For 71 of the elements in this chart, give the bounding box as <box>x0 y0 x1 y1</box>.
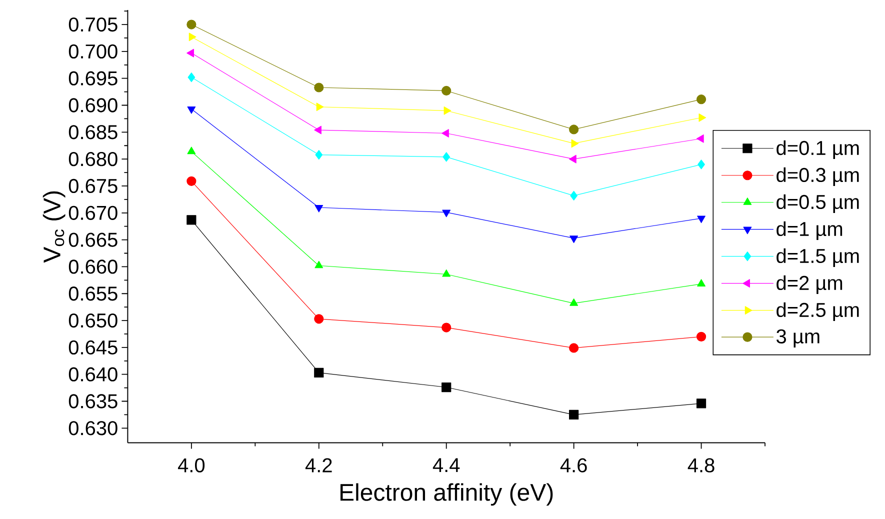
point <box>314 260 324 268</box>
legend-label: 3 µm <box>776 329 820 348</box>
y-tick-label: 0.655 <box>68 286 118 301</box>
point <box>698 160 705 170</box>
y-tick-label: 0.635 <box>68 394 118 408</box>
point <box>696 134 704 143</box>
legend-label: d=1 µm <box>776 221 842 240</box>
x-tick-label: 4.2 <box>305 458 332 472</box>
point <box>442 86 452 96</box>
point <box>570 236 578 243</box>
point <box>442 152 450 162</box>
point <box>444 106 452 115</box>
x-tick-label: 4.6 <box>560 458 587 472</box>
y-axis-title: V$_{oc}$ (V) <box>42 191 66 263</box>
point <box>571 139 579 148</box>
point <box>187 106 196 114</box>
point <box>697 279 706 286</box>
legend-label: d=1.5 µm <box>776 248 859 268</box>
x-tick-label: 4.4 <box>432 458 460 472</box>
point <box>187 146 196 154</box>
point <box>314 126 322 134</box>
point <box>696 94 706 104</box>
legend-label: d=0.1 µm <box>776 140 859 160</box>
y-tick-label: 0.675 <box>68 178 118 194</box>
y-tick-label: 0.695 <box>68 71 118 86</box>
point <box>442 210 451 218</box>
y-tick-label: 0.685 <box>68 125 118 140</box>
y-tick-label: 0.680 <box>68 152 118 166</box>
x-tick-label: 4.8 <box>688 458 714 472</box>
legend-label: d=0.3 µm <box>776 167 859 186</box>
point <box>442 269 451 277</box>
point <box>442 382 452 392</box>
legend-label: d=0.5 µm <box>776 194 859 214</box>
y-tick-label: 0.665 <box>68 232 118 247</box>
point <box>442 322 452 332</box>
point <box>570 298 578 306</box>
x-tick-label: 4.0 <box>178 458 205 472</box>
point <box>315 150 323 160</box>
y-tick-label: 0.670 <box>68 206 118 220</box>
point <box>188 32 196 42</box>
y-tick-label: 0.630 <box>68 421 118 436</box>
y-tick-label: 0.650 <box>68 313 118 328</box>
point <box>696 398 706 408</box>
point <box>569 154 576 164</box>
point <box>442 129 449 138</box>
point <box>186 215 196 225</box>
point <box>569 410 579 420</box>
y-tick-label: 0.660 <box>68 260 118 274</box>
point <box>696 332 706 342</box>
y-tick-label: 0.640 <box>68 367 118 382</box>
point <box>314 314 324 324</box>
y-tick-label: 0.705 <box>68 17 118 32</box>
y-tick-label: 0.690 <box>68 98 118 112</box>
point <box>186 48 194 58</box>
point <box>314 368 324 378</box>
point <box>569 343 579 353</box>
y-tick-label: 0.645 <box>68 340 118 355</box>
point <box>569 124 579 134</box>
legend-label: d=2.5 µm <box>776 302 859 321</box>
point <box>570 190 578 200</box>
point <box>697 216 706 224</box>
legend-label: d=2 µm <box>776 275 842 294</box>
point <box>186 176 196 186</box>
point <box>188 72 196 82</box>
point <box>698 113 706 122</box>
point <box>314 82 324 92</box>
point <box>314 204 324 212</box>
point <box>186 20 196 30</box>
x-axis-title: Electron affinity (eV) <box>340 483 553 506</box>
y-tick-label: 0.700 <box>68 44 118 59</box>
point <box>316 102 324 112</box>
